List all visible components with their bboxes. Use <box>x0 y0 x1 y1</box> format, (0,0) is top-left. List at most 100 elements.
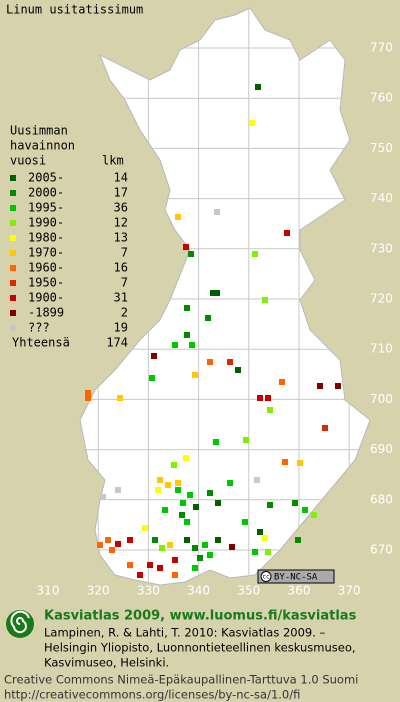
observations <box>85 84 341 578</box>
observation <box>142 525 148 531</box>
legend-label: 1980- <box>28 231 64 245</box>
observation <box>284 230 290 236</box>
observation <box>262 297 268 303</box>
observation <box>242 519 248 525</box>
observation <box>255 84 261 90</box>
observation <box>85 390 91 396</box>
observation <box>227 480 233 486</box>
observation <box>257 529 263 535</box>
observation <box>215 500 221 506</box>
legend-swatch <box>10 220 16 226</box>
observation <box>235 367 241 373</box>
observation <box>335 383 341 389</box>
legend-total: 174 <box>106 336 128 350</box>
observation <box>187 492 193 498</box>
observation <box>157 477 163 483</box>
svg-text:cc: cc <box>262 574 270 581</box>
observation <box>172 342 178 348</box>
observation <box>214 290 220 296</box>
east-label: 350 <box>237 584 260 598</box>
legend-swatch <box>10 310 16 316</box>
legend-count: 17 <box>114 186 128 200</box>
legend: 2005- 14 2000- 17 1995- 36 1990- 12 1980- 13 1970-… <box>10 171 128 350</box>
legend-swatch <box>10 325 16 331</box>
observation <box>151 353 157 359</box>
legend-label: 1990- <box>28 216 64 230</box>
north-label: 710 <box>370 342 393 356</box>
observation <box>117 395 123 401</box>
observation <box>282 459 288 465</box>
observation <box>252 549 258 555</box>
legend-heading: Uusimman <box>10 124 68 138</box>
observation <box>171 462 177 468</box>
north-label: 770 <box>370 41 393 55</box>
north-label: 690 <box>370 442 393 456</box>
observation <box>167 542 173 548</box>
observation <box>105 537 111 543</box>
observation <box>172 557 178 563</box>
observation <box>183 244 189 250</box>
observation <box>227 359 233 365</box>
legend-count: 19 <box>114 321 128 335</box>
observation <box>188 251 194 257</box>
observation <box>197 555 203 561</box>
observation <box>175 214 181 220</box>
observation <box>159 545 165 551</box>
observation <box>297 460 303 466</box>
observation <box>100 494 106 500</box>
north-label: 760 <box>370 91 393 105</box>
observation <box>252 251 258 257</box>
license: http://creativecommons.org/licenses/by-n… <box>4 688 300 702</box>
observation <box>189 342 195 348</box>
observation <box>322 425 328 431</box>
legend-count: 7 <box>121 276 128 290</box>
legend-label: -1899 <box>28 306 64 320</box>
observation <box>249 120 255 126</box>
observation <box>202 542 208 548</box>
legend-label: 1960- <box>28 261 64 275</box>
legend-count: 16 <box>114 261 128 275</box>
license-badge: cc BY-NC-SA <box>257 569 335 584</box>
legend-total-label: Yhteensä <box>12 336 70 350</box>
observation <box>229 544 235 550</box>
observation <box>295 537 301 543</box>
observation <box>179 512 185 518</box>
observation <box>213 439 219 445</box>
brand: Kasviatlas 2009, www.luomus.fi/kasviatla… <box>44 609 357 624</box>
legend-swatch <box>10 190 16 196</box>
observation <box>192 565 198 571</box>
observation <box>115 487 121 493</box>
observation <box>302 507 308 513</box>
observation <box>184 332 190 338</box>
observation <box>292 500 298 506</box>
citation: Helsingin Yliopisto, Luonnontieteellinen… <box>44 641 356 655</box>
observation <box>109 547 115 553</box>
observation <box>193 504 199 510</box>
legend-label: 2005- <box>28 171 64 185</box>
observation <box>180 500 186 506</box>
north-label: 740 <box>370 191 393 205</box>
observation <box>157 565 163 571</box>
east-label: 310 <box>37 584 60 598</box>
observation <box>184 305 190 311</box>
legend-swatch <box>10 280 16 286</box>
observation <box>205 315 211 321</box>
observation <box>172 572 178 578</box>
observation <box>147 562 153 568</box>
observation <box>265 395 271 401</box>
legend-swatch <box>10 205 16 211</box>
north-label: 670 <box>370 543 393 557</box>
observation <box>175 487 181 493</box>
observation <box>115 541 121 547</box>
legend-label: 1950- <box>28 276 64 290</box>
legend-count: 36 <box>114 201 128 215</box>
observation <box>267 407 273 413</box>
observation <box>267 502 273 508</box>
legend-count: 31 <box>114 291 128 305</box>
north-label: 720 <box>370 292 393 306</box>
east-label: 360 <box>288 584 311 598</box>
legend-label: ??? <box>28 321 50 335</box>
legend-heading: havainnon <box>10 139 75 153</box>
license-badge-text: BY-NC-SA <box>274 573 318 583</box>
observation <box>85 395 91 401</box>
